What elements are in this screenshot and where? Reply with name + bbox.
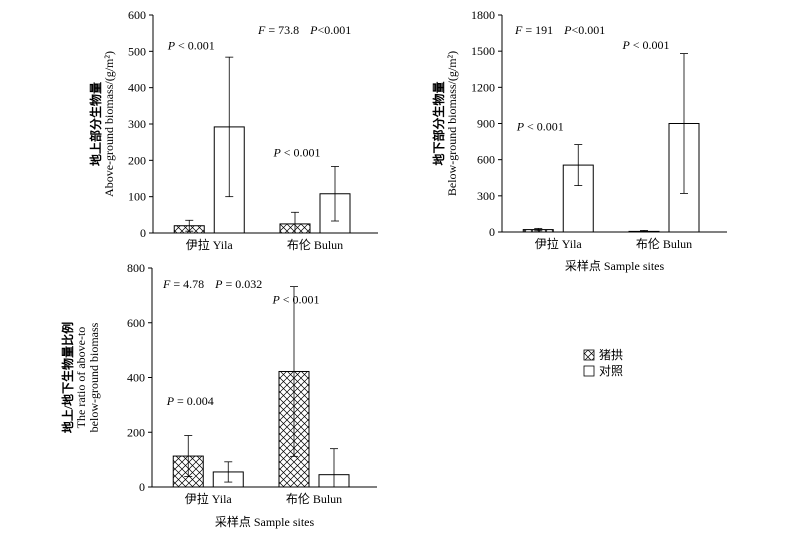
y-tick-label: 100: [128, 190, 146, 204]
y-axis-label: 地上部分生物量Above-ground biomass/(g/m²): [88, 51, 116, 197]
category-label: 布伦 Bulun: [287, 237, 343, 252]
chart-panel-1: 0 100 200 300 400 500 600 伊拉 Yila 布伦 Bulun P < 0.…: [88, 8, 378, 252]
y-tick-label: 1200: [471, 80, 495, 94]
y-axis-label: 地下部分生物量Below-ground biomass/(g/m²): [431, 51, 459, 196]
category-label: 伊拉 Yila: [185, 491, 233, 506]
x-axis-label: 采样点 Sample sites: [565, 258, 665, 273]
y-tick-label: 1800: [471, 8, 495, 22]
y-tick-label: 400: [128, 81, 146, 95]
y-tick-label: 400: [127, 371, 145, 385]
chart-panel-2: 0 300 600 900 1200 1500 1800 伊拉 Yila 布伦 Bulun P <…: [431, 8, 727, 273]
significance-annotation: P < 0.001: [167, 39, 215, 53]
category-label: 布伦 Bulun: [636, 236, 692, 251]
y-tick-label: 600: [128, 8, 146, 22]
legend-item-control: 对照: [583, 364, 623, 378]
legend: 猪拱 对照: [583, 348, 623, 378]
legend-label-treatment: 猪拱: [599, 348, 623, 362]
y-tick-label: 200: [128, 153, 146, 167]
significance-annotation: P < 0.001: [272, 146, 320, 160]
chart-panels: 0 100 200 300 400 500 600 伊拉 Yila 布伦 Bulun P < 0.…: [60, 8, 727, 529]
anova-statistic: F = 73.8 P<0.001: [257, 23, 351, 37]
y-tick-label: 800: [127, 261, 145, 275]
significance-annotation: P < 0.001: [271, 293, 319, 307]
y-tick-label: 300: [477, 189, 495, 203]
significance-annotation: P < 0.001: [621, 38, 669, 52]
anova-statistic: F = 4.78 P = 0.032: [162, 277, 262, 291]
significance-annotation: P < 0.001: [516, 120, 564, 134]
y-tick-label: 0: [140, 226, 146, 240]
anova-statistic: F = 191 P<0.001: [514, 23, 605, 37]
y-tick-label: 600: [127, 316, 145, 330]
legend-label-control: 对照: [599, 364, 623, 378]
x-axis-label: 采样点 Sample sites: [215, 514, 315, 529]
y-tick-label: 500: [128, 44, 146, 58]
chart-panel-3: 0 200 400 600 800 伊拉 Yila 布伦 Bulun P = 0.004 P <…: [60, 261, 377, 529]
category-label: 伊拉 Yila: [535, 236, 583, 251]
y-tick-label: 1500: [471, 44, 495, 58]
significance-annotation: P = 0.004: [166, 394, 214, 408]
y-tick-label: 600: [477, 153, 495, 167]
y-tick-label: 900: [477, 117, 495, 131]
y-tick-label: 0: [489, 225, 495, 239]
y-tick-label: 0: [139, 480, 145, 494]
legend-item-treatment: 猪拱: [583, 348, 623, 362]
y-tick-label: 300: [128, 117, 146, 131]
category-label: 布伦 Bulun: [286, 491, 342, 506]
category-label: 伊拉 Yila: [186, 237, 234, 252]
y-axis-label: 地上/地下生物量比例The ratio of above-tobelow-gro…: [60, 322, 101, 433]
y-tick-label: 200: [127, 425, 145, 439]
